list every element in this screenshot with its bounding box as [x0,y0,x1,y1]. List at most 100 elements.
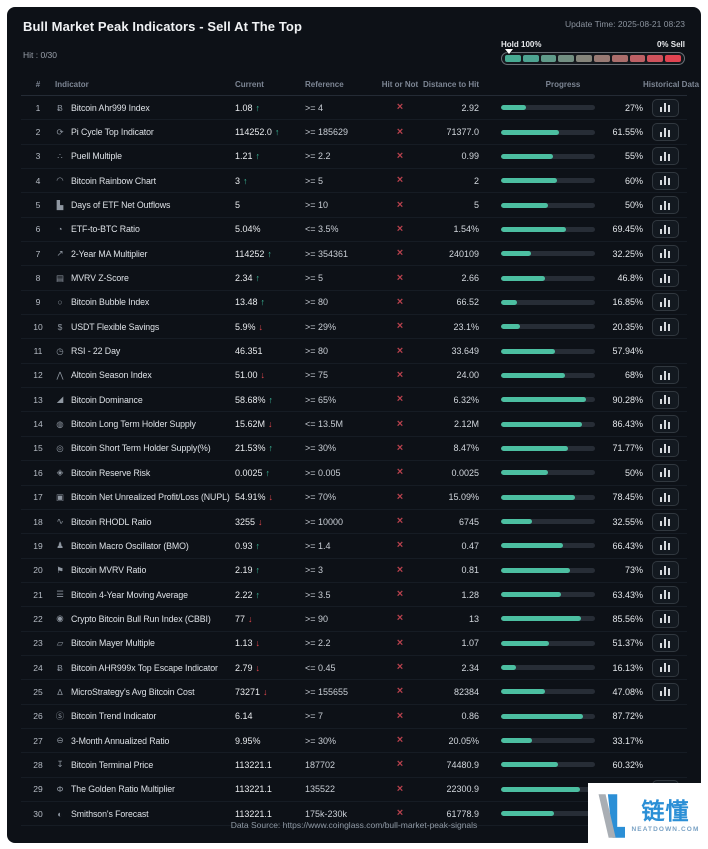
progress-fill [501,348,556,354]
historical-data-button[interactable] [651,220,679,239]
current-value-cell: 73271 ↓ [225,687,287,697]
indicator-cell[interactable]: ◐ Smithson's Forecast [55,809,225,819]
current-value-cell: 3255 ↓ [225,517,287,527]
historical-data-cell [643,390,687,409]
progress-fill [501,397,586,403]
historical-data-button[interactable] [651,609,679,628]
indicator-name: Bitcoin Trend Indicator [71,711,157,722]
progress-bar-cell [483,105,595,111]
reference-value: 187702 [305,759,336,770]
progress-percent: 61.55% [612,127,643,138]
indicator-cell[interactable]: $ USDT Flexible Savings [55,322,225,332]
indicator-cell[interactable]: ○ Bitcoin Bubble Index [55,297,225,307]
indicator-icon: Ƀ [57,102,63,113]
indicator-cell[interactable]: ◷ RSI - 22 Day [55,346,225,357]
historical-data-button[interactable] [651,244,679,263]
indicator-cell[interactable]: ◉ Crypto Bitcoin Bull Run Index (CBBI) [55,613,225,624]
progress-fill [501,689,546,695]
indicator-cell[interactable]: Φ The Golden Ratio Multiplier [55,784,225,794]
progress-percent: 32.25% [612,248,643,259]
historical-data-button[interactable] [651,415,679,434]
historical-data-button[interactable] [651,512,679,531]
historical-data-button[interactable] [651,439,679,458]
indicator-cell[interactable]: Ⓢ Bitcoin Trend Indicator [55,710,225,722]
row-index: 13 [33,394,43,405]
historical-data-button[interactable] [651,682,679,701]
historical-data-button[interactable] [651,366,679,385]
historical-data-button[interactable] [651,98,679,117]
distance-to-hit: 2.66 [461,273,479,284]
current-value-cell: 3 ↑ [225,176,287,186]
indicator-cell[interactable]: ▣ Bitcoin Net Unrealized Profit/Loss (NUP… [55,492,230,503]
table-row: 2 ⟳ Pi Cycle Top Indicator 114252.0 ↑ >= 1856… [21,120,687,145]
indicator-cell[interactable]: ◈ Bitcoin Reserve Risk [55,467,225,478]
progress-fill [501,372,565,378]
indicator-cell[interactable]: ⊖ 3-Month Annualized Ratio [55,735,225,746]
indicator-cell[interactable]: ♟ Bitcoin Macro Oscillator (BMO) [55,540,225,551]
indicator-cell[interactable]: ◢ Bitcoin Dominance [55,394,225,405]
historical-data-button[interactable] [651,147,679,166]
distance-to-hit: 6745 [458,516,479,527]
historical-data-button[interactable] [651,293,679,312]
historical-data-button[interactable] [651,317,679,336]
progress-bar-cell [483,616,595,622]
indicator-cell[interactable]: ⋀ Altcoin Season Index [55,370,225,381]
table-row: 30 ◐ Smithson's Forecast 113221.1 175k-230k ×… [21,802,687,827]
historical-data-button[interactable] [651,390,679,409]
indicator-cell[interactable]: ◎ Bitcoin Short Term Holder Supply(%) [55,443,225,454]
progress-fill [501,567,570,573]
current-value: 5 [235,200,241,211]
table-row: 14 ◍ Bitcoin Long Term Holder Supply 15.62M… [21,412,687,437]
distance-to-hit: 66.52 [456,297,479,308]
current-value-cell: 54.91% ↓ [225,492,287,502]
indicator-cell[interactable]: ⟳ Pi Cycle Top Indicator [55,127,225,138]
historical-data-button[interactable] [651,269,679,288]
distance-to-hit: 5 [473,200,479,211]
table-row: 9 ○ Bitcoin Bubble Index 13.48 ↑ >= 80 × 66.52 1… [21,291,687,316]
current-value: 1.13 [235,638,253,649]
progress-percent: 20.35% [612,321,643,332]
indicator-icon: ∆ [57,686,63,697]
indicator-cell[interactable]: ☰ Bitcoin 4-Year Moving Average [55,589,225,600]
indicator-cell[interactable]: Ƀ Bitcoin Ahr999 Index [55,103,225,113]
indicator-cell[interactable]: ∴ Puell Multiple [55,151,225,162]
indicator-cell[interactable]: Ƀ Bitcoin AHR999x Top Escape Indicator [55,663,225,673]
indicator-cell[interactable]: ◍ Bitcoin Long Term Holder Supply [55,419,225,430]
indicator-cell[interactable]: ⚑ Bitcoin MVRV Ratio [55,565,225,576]
progress-percent: 16.85% [612,297,643,308]
historical-data-button[interactable] [651,634,679,653]
historical-data-button[interactable] [651,536,679,555]
table-row: 23 ▱ Bitcoin Mayer Multiple 1.13 ↓ >= 2.2 × 1.0… [21,632,687,656]
indicator-cell[interactable]: ◔ ETF-to-BTC Ratio [55,224,225,234]
progress-track [501,713,595,719]
indicator-cell[interactable]: ∿ Bitcoin RHODL Ratio [55,516,225,527]
indicator-icon: Ⓢ [55,711,65,722]
historical-data-button[interactable] [651,123,679,142]
hit-miss-icon: × [396,466,404,479]
historical-data-button[interactable] [651,171,679,190]
historical-data-button[interactable] [651,196,679,215]
historical-data-button[interactable] [651,463,679,482]
reference-value: >= 80 [305,297,329,308]
indicator-cell[interactable]: ∆ MicroStrategy's Avg Bitcoin Cost [55,687,225,697]
indicator-icon: ∿ [56,516,64,527]
indicator-cell[interactable]: ▱ Bitcoin Mayer Multiple [55,638,225,649]
reference-value: >= 70% [305,492,337,503]
indicator-cell[interactable]: ▤ MVRV Z-Score [55,273,225,284]
historical-data-button[interactable] [651,488,679,507]
historical-data-button[interactable] [651,585,679,604]
indicator-cell[interactable]: ↗ 2-Year MA Multiplier [55,248,225,259]
indicator-cell[interactable]: ▙ Days of ETF Net Outflows [55,200,225,211]
hit-miss-icon: × [396,782,404,795]
progress-fill [501,786,580,792]
current-value: 0.93 [235,540,253,551]
table-row: 6 ◔ ETF-to-BTC Ratio 5.04% <= 3.5% × 1.54% 69.4… [21,218,687,243]
historical-data-button[interactable] [651,561,679,580]
historical-data-button[interactable] [651,658,679,677]
distance-to-hit: 0.0025 [451,467,479,478]
indicator-cell[interactable]: ◠ Bitcoin Rainbow Chart [55,175,225,186]
indicator-name: Bitcoin Short Term Holder Supply(%) [71,443,211,454]
table-row: 10 $ USDT Flexible Savings 5.9% ↓ >= 29% × 23.1… [21,315,687,340]
progress-fill [501,738,533,744]
indicator-cell[interactable]: ↧ Bitcoin Terminal Price [55,759,225,770]
